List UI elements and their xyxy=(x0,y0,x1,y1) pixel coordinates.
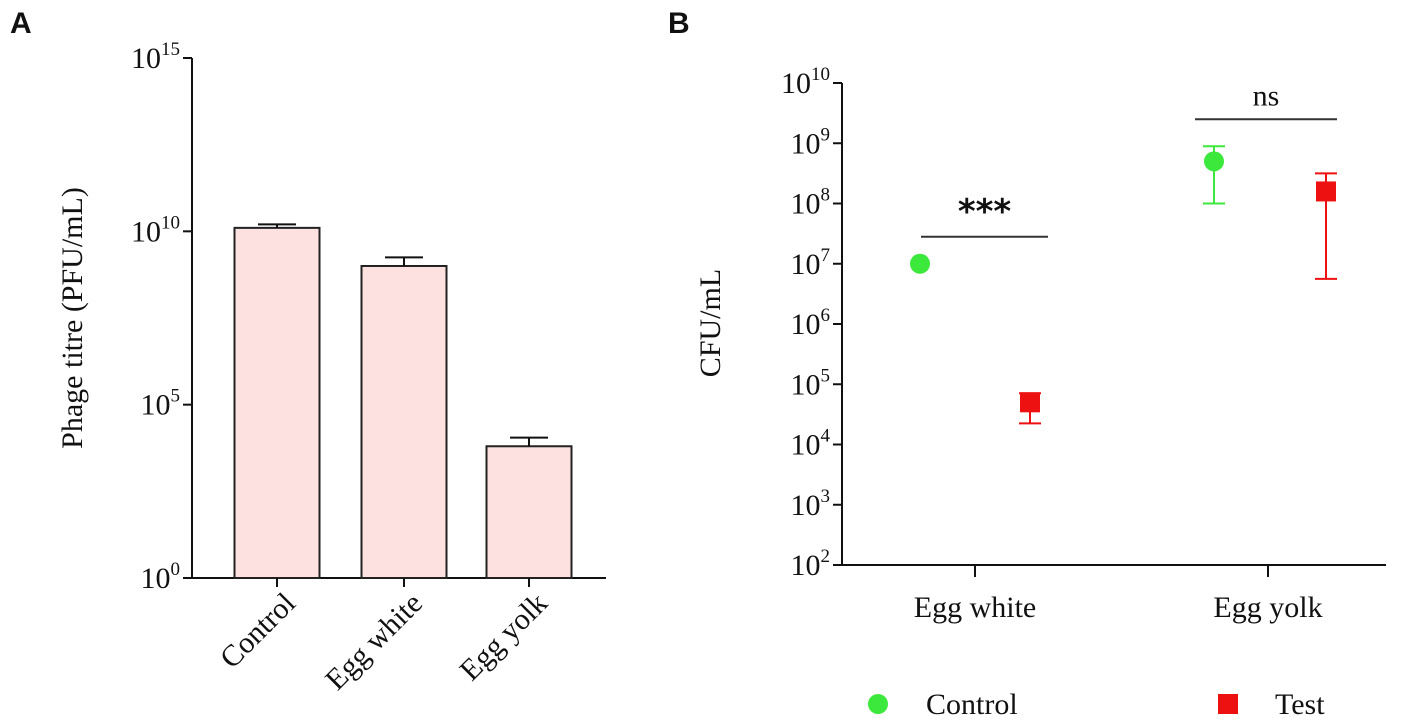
panel-a-label: A xyxy=(10,7,32,40)
bar xyxy=(360,265,448,579)
y-tick-label-b: 104 xyxy=(791,426,831,462)
panel-b-label: B xyxy=(668,7,690,40)
data-point-control xyxy=(1204,151,1224,172)
significance-label: ns xyxy=(1253,79,1280,112)
bar xyxy=(233,226,321,579)
x-category-label: Control xyxy=(214,587,302,675)
legend-marker-test xyxy=(1218,694,1238,714)
legend-marker-control xyxy=(868,694,888,714)
y-tick-label-b: 106 xyxy=(791,305,831,341)
y-tick-label-b: 109 xyxy=(791,124,831,160)
y-tick-label-a: 1015 xyxy=(131,39,180,75)
x-category-label: Egg yolk xyxy=(1213,591,1322,624)
y-axis-title-a: Phage titre (PFU/mL) xyxy=(56,187,89,449)
data-point-test xyxy=(1316,181,1336,202)
y-tick-label-a: 100 xyxy=(141,559,181,595)
y-tick-label-b: 103 xyxy=(791,486,831,522)
x-category-label: Egg yolk xyxy=(453,587,554,688)
x-category-label: Egg white xyxy=(914,591,1036,624)
legend-label-control: Control xyxy=(926,688,1018,721)
chart-b: 102 103 104 105 106 107 108 109 1010 Egg white Egg… xyxy=(694,64,1386,721)
legend-label-test: Test xyxy=(1275,688,1325,721)
y-tick-label-b: 1010 xyxy=(781,64,830,100)
y-tick-label-b: 102 xyxy=(791,546,831,582)
y-axis-title-b: CFU/mL xyxy=(694,269,727,377)
data-point-test xyxy=(1020,392,1040,413)
x-category-label: Egg white xyxy=(319,587,429,697)
y-tick-label-a: 105 xyxy=(141,386,181,422)
data-point-control xyxy=(910,253,930,274)
bar xyxy=(485,445,573,579)
y-tick-label-b: 105 xyxy=(791,365,831,401)
y-tick-label-b: 108 xyxy=(791,185,831,221)
significance-label: *** xyxy=(958,192,1012,232)
y-tick-label-b: 107 xyxy=(791,245,831,281)
chart-a: 100 105 1010 1015 Control Egg white Egg yolk Ph… xyxy=(56,39,606,697)
y-tick-label-a: 1010 xyxy=(131,212,180,248)
